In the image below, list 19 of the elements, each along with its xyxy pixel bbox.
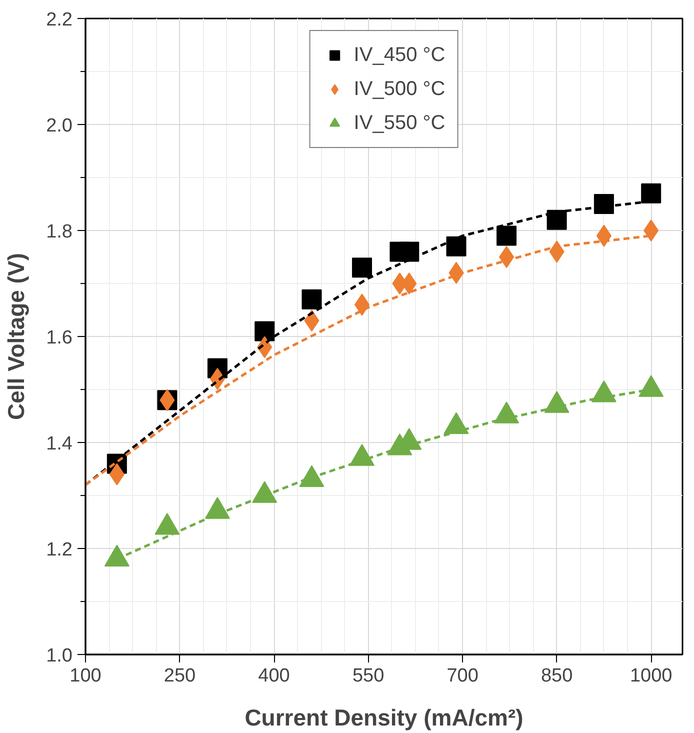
- x-tick-label: 100: [70, 666, 102, 686]
- x-tick-label: 1000: [630, 666, 672, 686]
- y-tick-label: 1.2: [46, 540, 73, 560]
- y-tick-label: 1.6: [46, 328, 73, 348]
- x-tick-label: 250: [164, 666, 196, 686]
- y-tick-label: 2.0: [46, 116, 73, 136]
- legend-label: IV_550 °C: [354, 112, 446, 134]
- y-tick-label: 2.2: [46, 10, 73, 30]
- legend-label: IV_500 °C: [354, 78, 446, 100]
- x-axis-title: Current Density (mA/cm²): [244, 704, 524, 730]
- y-tick-label: 1.4: [46, 434, 73, 454]
- y-tick-label: 1.8: [46, 222, 73, 242]
- x-tick-label: 700: [446, 666, 478, 686]
- y-tick-label: 1.0: [46, 646, 73, 666]
- y-axis-title: Cell Voltage (V): [3, 252, 30, 420]
- x-tick-label: 850: [540, 666, 573, 686]
- x-tick-label: 400: [258, 666, 290, 686]
- legend-label: IV_450 °C: [354, 44, 446, 66]
- x-tick-label: 550: [352, 666, 384, 686]
